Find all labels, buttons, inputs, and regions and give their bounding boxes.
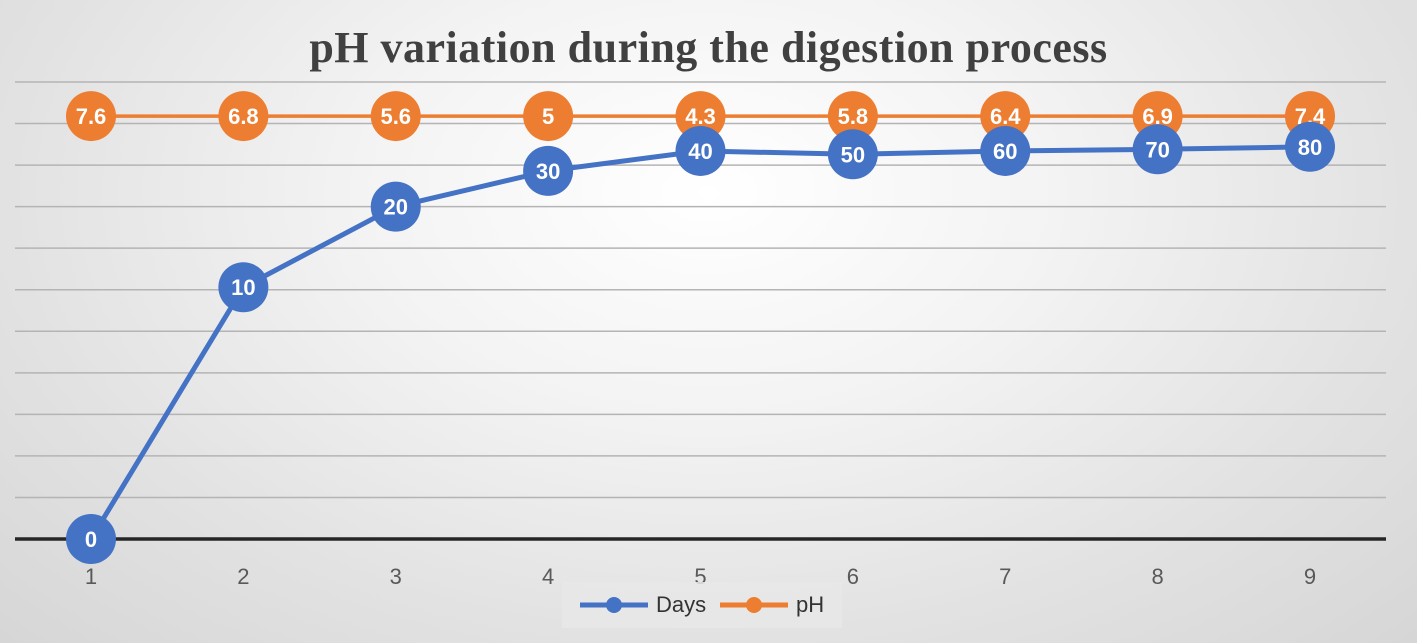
x-tick-label: 8 xyxy=(1152,564,1164,589)
data-point xyxy=(218,91,269,142)
data-point xyxy=(675,91,726,142)
legend-swatch-ph xyxy=(720,597,788,613)
legend-label-ph: pH xyxy=(796,592,825,617)
x-tick-label: 4 xyxy=(542,564,554,589)
data-point xyxy=(218,262,269,313)
legend-swatch-days xyxy=(580,597,648,613)
legend-label-days: Days xyxy=(656,592,707,617)
legend-item-days: Days xyxy=(578,590,706,620)
data-point xyxy=(523,145,574,196)
data-label: 6.4 xyxy=(990,104,1021,129)
data-point xyxy=(980,91,1031,142)
data-label: 50 xyxy=(841,142,865,167)
data-point xyxy=(1285,121,1335,172)
data-point xyxy=(827,91,878,142)
series-days: 0 10 20 30 40 50 60 70 80 xyxy=(66,121,1335,564)
data-label: 6.8 xyxy=(228,104,259,129)
data-point xyxy=(1132,124,1183,175)
data-point xyxy=(66,514,116,564)
data-point xyxy=(827,129,878,180)
chart-title: pH variation during the digestion proces… xyxy=(309,23,1108,72)
x-tick-label: 6 xyxy=(847,564,859,589)
data-label: 20 xyxy=(384,195,408,220)
x-tick-label: 1 xyxy=(85,564,97,589)
data-label: 80 xyxy=(1298,135,1322,160)
data-label: 4.3 xyxy=(685,104,716,129)
x-tick-label: 3 xyxy=(390,564,402,589)
data-label: 60 xyxy=(993,139,1017,164)
data-label: 5.6 xyxy=(380,104,411,129)
legend: Days pH xyxy=(562,582,842,628)
data-point xyxy=(66,91,116,142)
data-label: 7.6 xyxy=(76,104,107,129)
legend-item-ph: pH xyxy=(718,590,824,620)
data-label: 70 xyxy=(1145,137,1169,162)
data-point xyxy=(523,91,574,142)
data-point xyxy=(675,125,726,176)
data-label: 5 xyxy=(542,104,554,129)
data-label: 5.8 xyxy=(838,104,869,129)
data-point xyxy=(370,181,421,232)
data-label: 30 xyxy=(536,159,560,184)
x-tick-label: 7 xyxy=(999,564,1011,589)
data-label: 0 xyxy=(85,527,97,552)
data-point xyxy=(370,91,421,142)
x-tick-label: 2 xyxy=(237,564,249,589)
data-point xyxy=(980,125,1031,176)
series-line-days xyxy=(88,144,1311,541)
x-tick-label: 9 xyxy=(1304,564,1316,589)
data-label: 10 xyxy=(231,275,255,300)
data-label: 40 xyxy=(688,139,712,164)
